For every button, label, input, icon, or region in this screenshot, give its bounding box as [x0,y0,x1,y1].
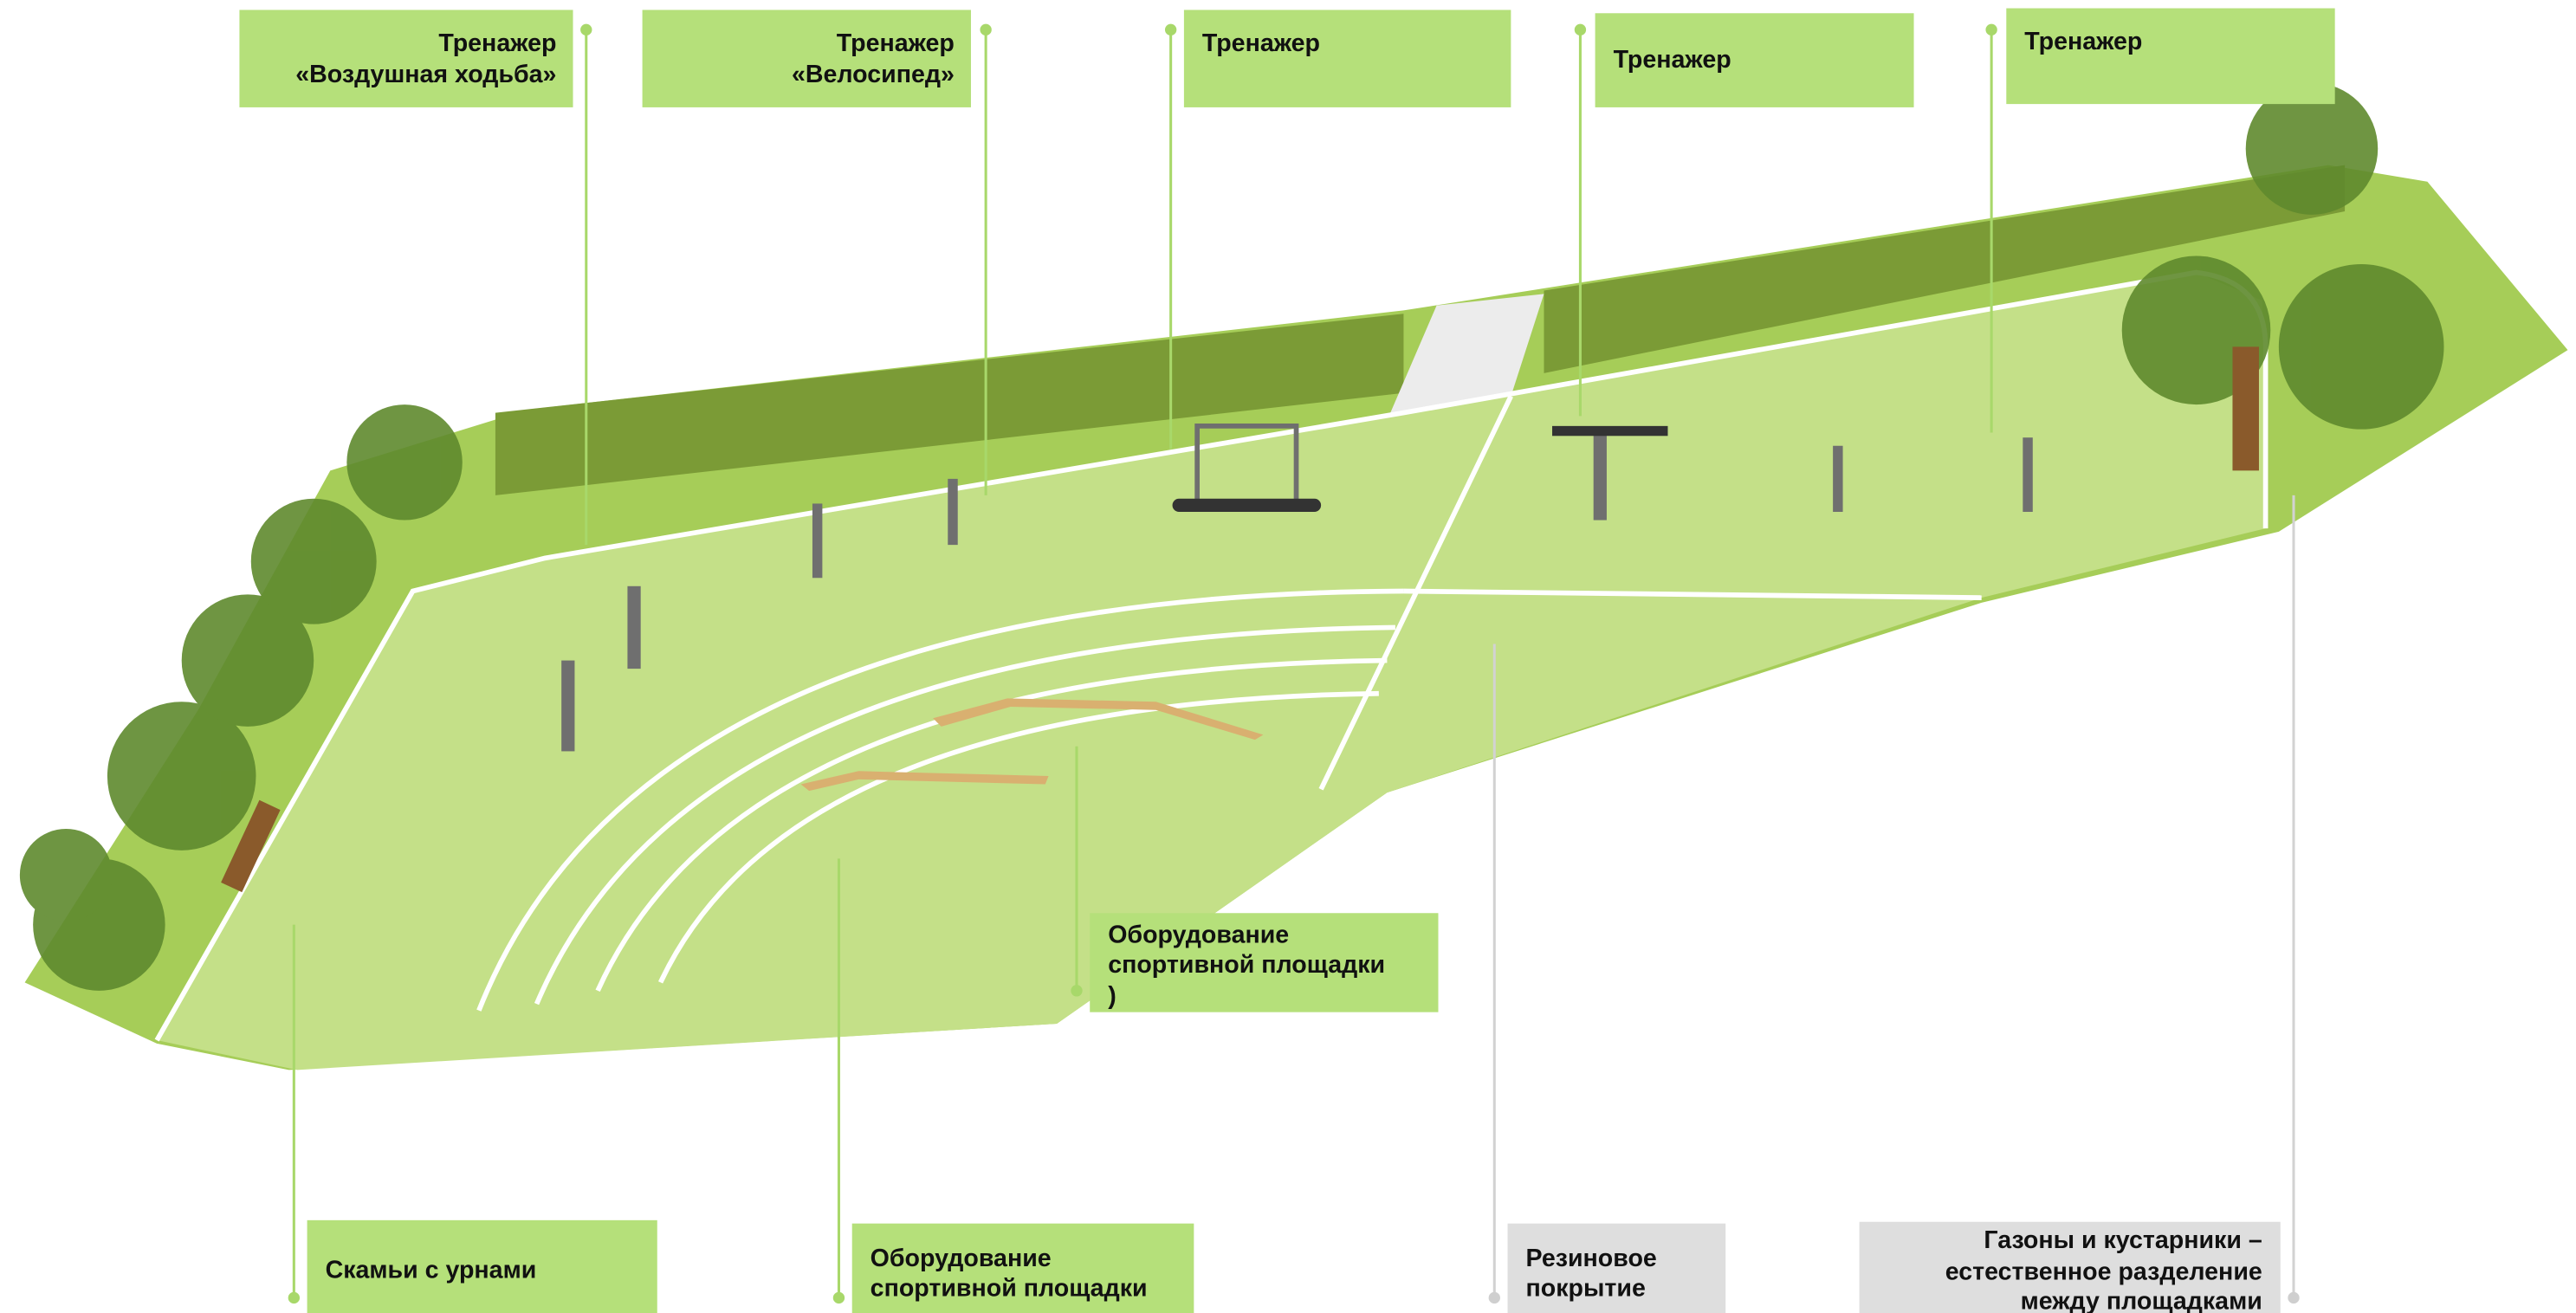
callout-text: покрытие [1526,1274,1646,1302]
callout-text: Тренажер [1202,29,1320,57]
callout-box [239,10,573,107]
callout-text: «Воздушная ходьба» [295,61,556,88]
callout-box [2006,9,2334,105]
callout-text: Оборудование [871,1245,1052,1272]
callout-text: естественное разделение [1945,1258,2262,1285]
callout-box [643,10,971,107]
page: {"callouts":[ {"lines":["Тренажер","«Воз… [0,0,2576,1313]
callout-text: спортивной площадки [1108,951,1385,979]
callout-text: спортивной площадки [871,1274,1148,1302]
callout-text: Тренажер [2024,28,2142,55]
callout-text: Оборудование [1108,921,1289,948]
callout-text: Тренажер [837,29,955,57]
callout-text: между площадками [2021,1288,2262,1313]
callout-text: Тренажер [1614,46,1731,74]
callout-text: Резиновое [1526,1245,1657,1272]
callout-text: Тренажер [438,29,556,57]
callout-text: Скамьи с урнами [326,1256,537,1284]
scheme: Тренажер «Воздушная ходьба» Тренажер «Ве… [0,0,2576,1313]
callout-text: «Велосипед» [792,61,955,88]
callout-text: Газоны и кустарники – [1984,1226,2262,1254]
callout-box [1184,10,1511,107]
callout-text: ) [1108,982,1116,1010]
